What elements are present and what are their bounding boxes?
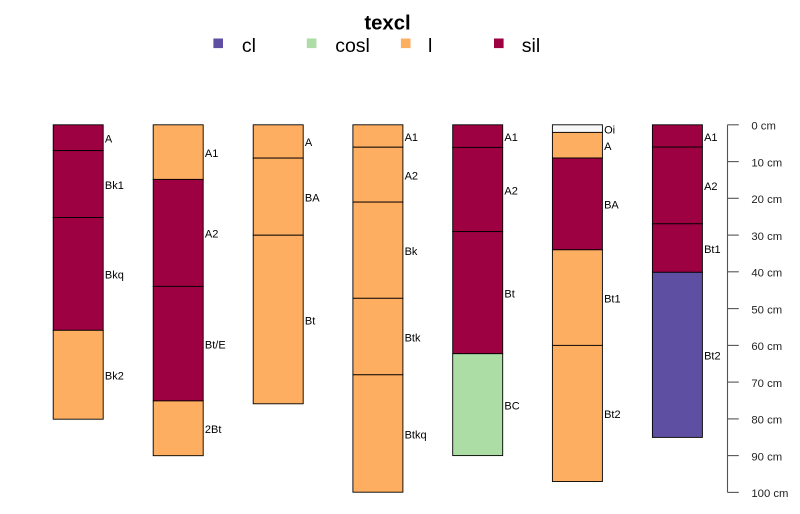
svg-text:Btkq: Btkq	[405, 429, 427, 441]
svg-text:Bt2: Bt2	[704, 351, 721, 363]
svg-text:40 cm: 40 cm	[751, 268, 782, 280]
svg-text:20 cm: 20 cm	[751, 194, 782, 206]
svg-text:0 cm: 0 cm	[751, 121, 775, 133]
svg-text:Bt1: Bt1	[604, 293, 621, 305]
svg-text:2Bt: 2Bt	[205, 424, 222, 436]
svg-text:70 cm: 70 cm	[751, 378, 782, 390]
svg-text:Bkq: Bkq	[105, 270, 124, 282]
svg-text:Btk: Btk	[405, 332, 421, 344]
svg-text:l: l	[428, 35, 432, 57]
svg-text:80 cm: 80 cm	[751, 415, 782, 427]
svg-text:A1: A1	[704, 132, 717, 144]
svg-text:A2: A2	[205, 229, 218, 241]
svg-text:BA: BA	[604, 200, 619, 212]
svg-text:Bk: Bk	[405, 246, 418, 258]
svg-text:BC: BC	[504, 400, 519, 412]
svg-text:cl: cl	[242, 35, 256, 57]
svg-text:A: A	[105, 134, 113, 146]
svg-text:cosl: cosl	[335, 35, 370, 57]
svg-text:Bt1: Bt1	[704, 244, 721, 256]
svg-text:100 cm: 100 cm	[751, 488, 788, 500]
svg-text:Bt/E: Bt/E	[205, 339, 226, 351]
svg-text:A1: A1	[504, 132, 517, 144]
svg-text:A: A	[604, 141, 612, 153]
svg-text:30 cm: 30 cm	[751, 231, 782, 243]
svg-text:A2: A2	[405, 170, 418, 182]
svg-text:Bt: Bt	[305, 315, 315, 327]
svg-text:A2: A2	[704, 181, 717, 193]
svg-text:Oi: Oi	[604, 124, 615, 136]
svg-text:90 cm: 90 cm	[751, 451, 782, 463]
svg-text:sil: sil	[522, 35, 540, 57]
svg-text:Bt2: Bt2	[604, 409, 621, 421]
svg-text:50 cm: 50 cm	[751, 304, 782, 316]
svg-text:BA: BA	[305, 192, 320, 204]
svg-text:A1: A1	[405, 132, 418, 144]
svg-text:Bk1: Bk1	[105, 180, 124, 192]
svg-text:Bt: Bt	[504, 288, 514, 300]
svg-text:60 cm: 60 cm	[751, 341, 782, 353]
svg-text:Bk2: Bk2	[105, 371, 124, 383]
svg-text:A2: A2	[504, 185, 517, 197]
svg-text:10 cm: 10 cm	[751, 157, 782, 169]
svg-text:texcl: texcl	[364, 13, 410, 35]
svg-text:A1: A1	[205, 148, 218, 160]
svg-text:A: A	[305, 137, 313, 149]
